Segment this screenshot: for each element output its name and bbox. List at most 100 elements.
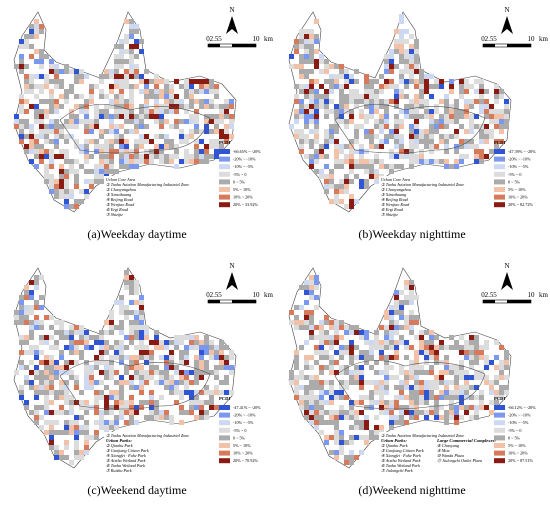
- grid-cell: [314, 159, 319, 164]
- grid-cell: [189, 79, 194, 84]
- scale-label: 0: [481, 35, 485, 43]
- grid-cell: [149, 159, 154, 164]
- grid-cell: [139, 134, 144, 139]
- grid-cell: [314, 99, 319, 104]
- grid-cell: [399, 420, 404, 425]
- grid-cell: [494, 400, 499, 405]
- grid-cell: [379, 104, 384, 109]
- grid-cell: [104, 375, 109, 380]
- grid-cell: [104, 360, 109, 365]
- grid-cell: [349, 204, 354, 209]
- legend-label: 10% ~ 20%: [508, 451, 528, 456]
- grid-cell: [409, 280, 414, 285]
- scale-label: 0: [206, 35, 210, 43]
- grid-cell: [64, 390, 69, 395]
- grid-cell: [374, 400, 379, 405]
- grid-cell: [19, 99, 24, 104]
- grid-cell: [99, 149, 104, 154]
- grid-cell: [99, 79, 104, 84]
- grid-cell: [414, 44, 419, 49]
- grid-cell: [379, 400, 384, 405]
- grid-cell: [164, 415, 169, 420]
- grid-cell: [319, 84, 324, 89]
- grid-cell: [449, 89, 454, 94]
- grid-cell: [474, 340, 479, 345]
- grid-cell: [359, 425, 364, 430]
- grid-cell: [59, 350, 64, 355]
- grid-cell: [309, 39, 314, 44]
- grid-cell: [104, 395, 109, 400]
- grid-cell: [59, 325, 64, 330]
- area-label: Urban Core Area: [106, 177, 135, 182]
- grid-cell: [184, 335, 189, 340]
- grid-cell: [414, 99, 419, 104]
- grid-cell: [399, 149, 404, 154]
- grid-cell: [344, 330, 349, 335]
- grid-cell: [454, 159, 459, 164]
- grid-cell: [389, 330, 394, 335]
- grid-cell: [219, 134, 224, 139]
- grid-cell: [184, 370, 189, 375]
- grid-cell: [364, 380, 369, 385]
- grid-cell: [119, 74, 124, 79]
- grid-cell: [419, 99, 424, 104]
- grid-cell: [29, 54, 34, 59]
- grid-cell: [309, 44, 314, 49]
- grid-cell: [34, 410, 39, 415]
- grid-cell: [369, 134, 374, 139]
- grid-cell: [304, 109, 309, 114]
- legend-label: 10% ~ 20%: [233, 451, 253, 456]
- grid-cell: [489, 149, 494, 154]
- grid-cell: [54, 154, 59, 159]
- grid-cell: [54, 340, 59, 345]
- grid-cell: [109, 425, 114, 430]
- grid-cell: [179, 375, 184, 380]
- grid-cell: [354, 425, 359, 430]
- grid-cell: [314, 405, 319, 410]
- grid-cell: [59, 385, 64, 390]
- grid-cell: [314, 94, 319, 99]
- grid-cell: [449, 365, 454, 370]
- grid-cell: [309, 390, 314, 395]
- grid-cell: [379, 380, 384, 385]
- grid-cell: [444, 415, 449, 420]
- grid-cell: [444, 144, 449, 149]
- grid-cell: [64, 400, 69, 405]
- grid-cell: [39, 385, 44, 390]
- grid-cell: [299, 305, 304, 310]
- grid-cell: [469, 345, 474, 350]
- grid-cell: [194, 380, 199, 385]
- grid-cell: [214, 350, 219, 355]
- grid-cell: [384, 390, 389, 395]
- grid-cell: [394, 385, 399, 390]
- grid-cell: [99, 94, 104, 99]
- grid-cell: [19, 124, 24, 129]
- grid-cell: [349, 410, 354, 415]
- grid-cell: [484, 134, 489, 139]
- grid-cell: [474, 99, 479, 104]
- grid-cell: [139, 74, 144, 79]
- grid-cell: [144, 415, 149, 420]
- grid-cell: [319, 59, 324, 64]
- grid-cell: [19, 365, 24, 370]
- grid-cell: [59, 390, 64, 395]
- grid-cell: [144, 375, 149, 380]
- grid-cell: [49, 159, 54, 164]
- area-label: ② Chaoyangzhou: [106, 187, 136, 192]
- grid-cell: [84, 375, 89, 380]
- grid-cell: [384, 325, 389, 330]
- grid-cell: [299, 89, 304, 94]
- grid-cell: [194, 154, 199, 159]
- grid-cell: [329, 99, 334, 104]
- grid-cell: [14, 119, 19, 124]
- grid-cell: [174, 119, 179, 124]
- grid-cell: [409, 44, 414, 49]
- grid-cell: [29, 79, 34, 84]
- grid-cell: [474, 415, 479, 420]
- grid-cell: [399, 94, 404, 99]
- grid-cell: [189, 119, 194, 124]
- grid-cell: [119, 64, 124, 69]
- grid-cell: [429, 109, 434, 114]
- grid-cell: [74, 69, 79, 74]
- grid-cell: [29, 345, 34, 350]
